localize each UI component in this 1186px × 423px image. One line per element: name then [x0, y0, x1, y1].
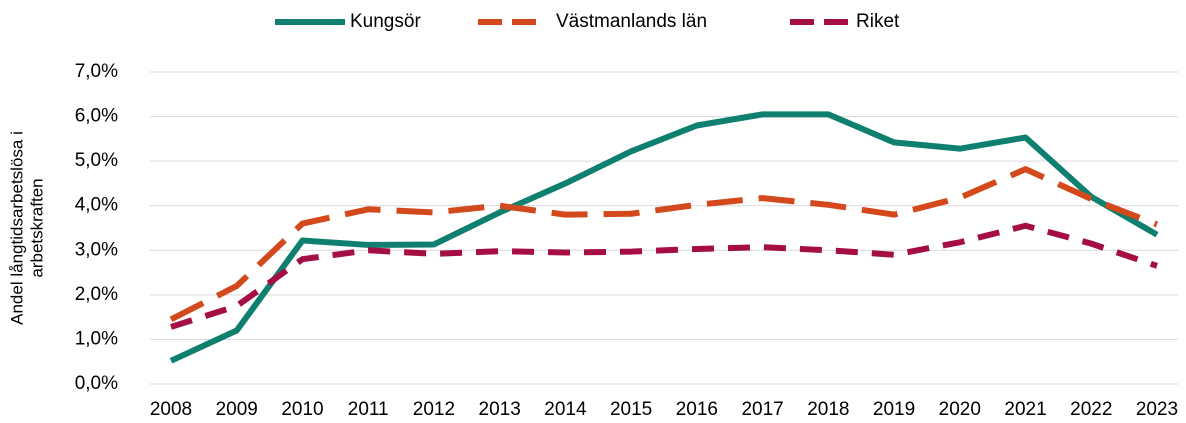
x-tick-label: 2017	[741, 399, 783, 420]
legend-label: Riket	[856, 11, 900, 32]
x-tick-label: 2018	[807, 399, 849, 420]
y-tick-label: 0,0%	[75, 373, 118, 394]
y-axis-label: arbetskraften	[27, 178, 46, 277]
x-tick-label: 2022	[1070, 399, 1112, 420]
y-tick-label: 7,0%	[75, 61, 118, 82]
x-tick-label: 2016	[676, 399, 718, 420]
x-tick-label: 2013	[479, 399, 521, 420]
y-tick-label: 4,0%	[75, 195, 118, 216]
y-tick-label: 5,0%	[75, 150, 118, 171]
x-tick-label: 2014	[544, 399, 587, 420]
series-line	[170, 222, 1158, 330]
x-tick-label: 2012	[413, 399, 455, 420]
x-tick-label: 2009	[216, 399, 258, 420]
x-tick-label: 2021	[1004, 399, 1046, 420]
y-axis-label: Andel långtidsarbetslösa i	[7, 131, 26, 325]
legend-label: Kungsör	[350, 11, 421, 32]
x-tick-label: 2020	[939, 399, 981, 420]
series-line	[169, 166, 1159, 323]
x-tick-label: 2019	[873, 399, 915, 420]
x-tick-label: 2023	[1136, 399, 1178, 420]
x-tick-label: 2008	[150, 399, 192, 420]
x-tick-label: 2011	[348, 399, 389, 420]
y-tick-label: 2,0%	[75, 284, 118, 305]
legend-label: Västmanlands län	[556, 11, 707, 32]
y-tick-label: 1,0%	[75, 328, 118, 349]
y-tick-label: 3,0%	[75, 239, 118, 260]
series-line	[169, 111, 1159, 364]
x-tick-label: 2010	[281, 399, 323, 420]
x-tick-label: 2015	[610, 399, 652, 420]
y-tick-label: 6,0%	[75, 106, 118, 127]
